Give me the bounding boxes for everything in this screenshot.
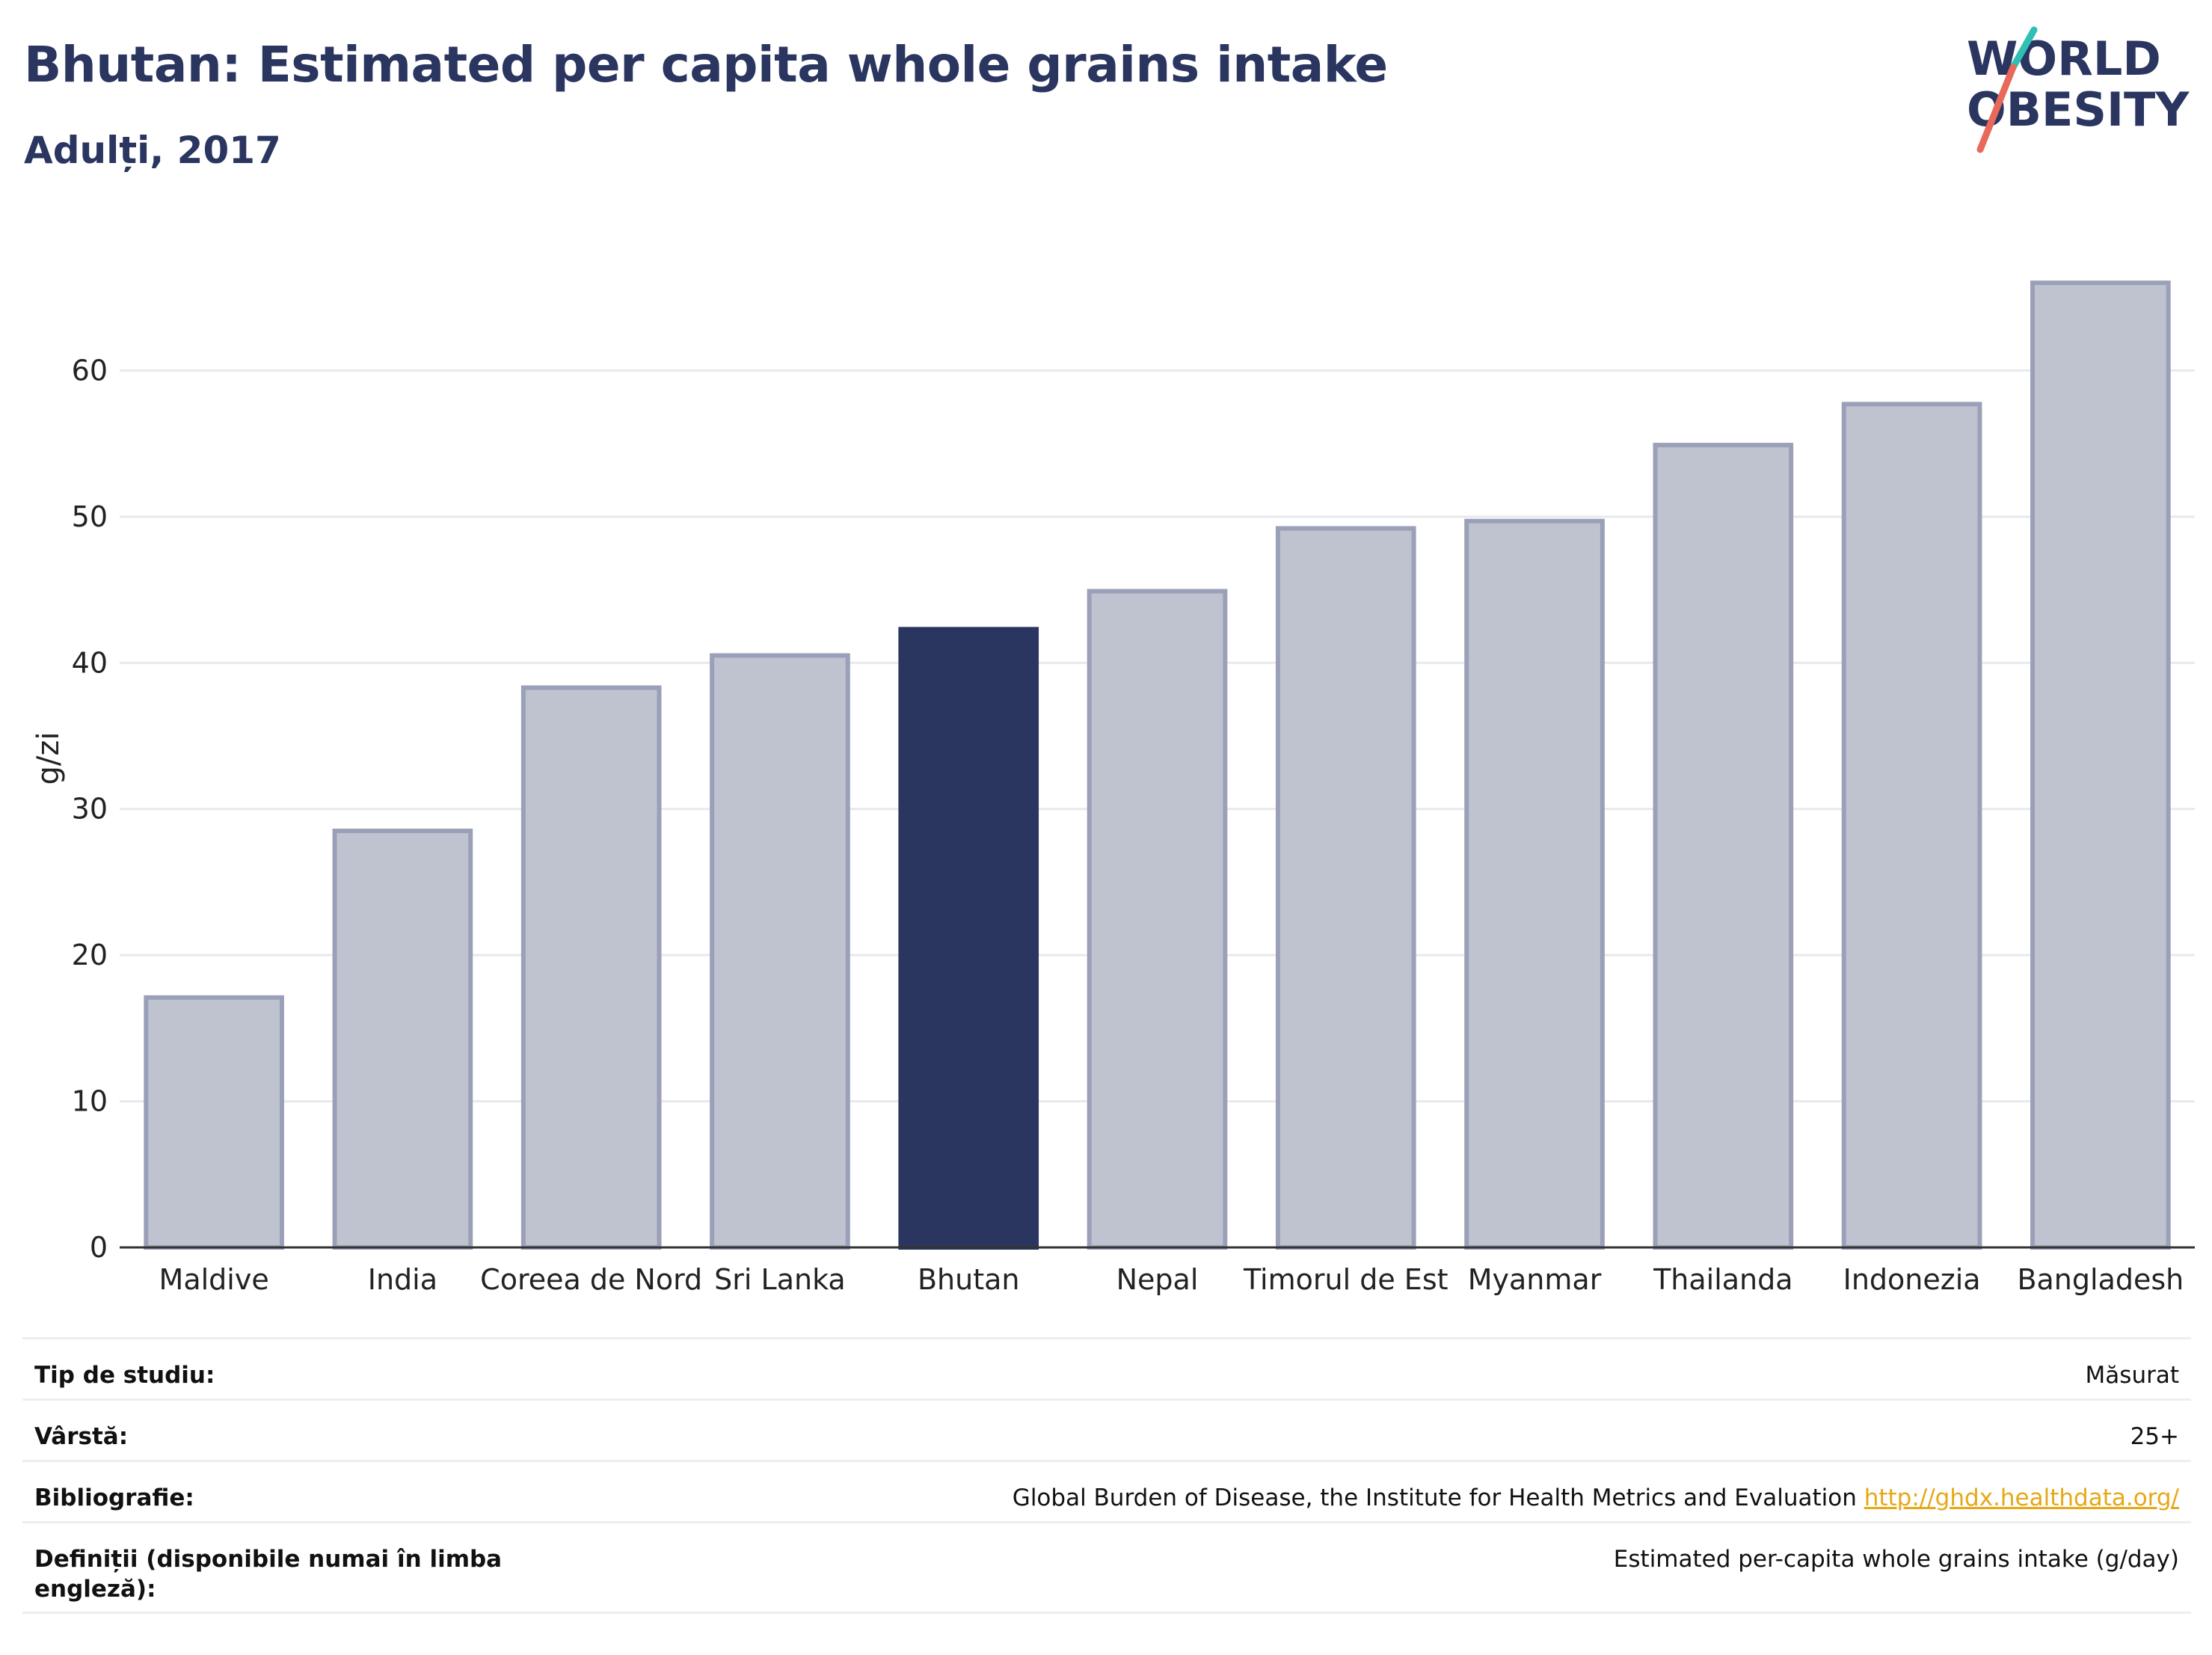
x-tick-label: Thailanda	[1653, 1263, 1792, 1296]
info-key: Bibliografie:	[34, 1484, 194, 1511]
bar-bhutan	[898, 627, 1039, 1250]
x-tick-label: Timorul de Est	[1243, 1263, 1448, 1296]
y-tick-label: 10	[72, 1085, 108, 1118]
bar-myanmar	[1464, 518, 1605, 1250]
bar-bangladesh	[2030, 280, 2171, 1250]
y-tick-label: 60	[72, 354, 108, 387]
x-tick-label: Bhutan	[918, 1263, 1020, 1296]
y-tick-label: 50	[72, 500, 108, 533]
x-tick-label: Maldive	[159, 1263, 269, 1296]
info-row-age: Vârstă: 25+	[22, 1398, 2191, 1460]
info-value: Măsurat	[2085, 1362, 2179, 1389]
x-tick-label: Coreea de Nord	[480, 1263, 702, 1296]
bar-chart: 0 10 20 30 40 50 60 g/zi Maldive India Coreea de N…	[31, 280, 2195, 1296]
bibliography-link[interactable]: http://ghdx.healthdata.org/	[1864, 1484, 2179, 1511]
info-row-study-type: Tip de studiu: Măsurat	[22, 1337, 2191, 1398]
logo-line1: WORLD	[1967, 31, 2161, 86]
x-tick-label: Bangladesh	[2017, 1263, 2184, 1296]
chart-title: Bhutan: Estimated per capita whole grain…	[24, 36, 1388, 93]
bibliography-text: Global Burden of Disease, the Institute …	[1012, 1484, 1857, 1511]
y-tick-label: 30	[72, 793, 108, 826]
bar-thailanda	[1653, 443, 1794, 1250]
info-row-definitions: Definiții (disponibile numai în limba en…	[22, 1521, 2191, 1614]
y-tick-label: 0	[90, 1231, 108, 1264]
info-key: Definiții (disponibile numai în limba en…	[34, 1546, 503, 1603]
y-tick-label: 20	[72, 939, 108, 971]
x-tick-label: Nepal	[1116, 1263, 1199, 1296]
bar-nepal	[1087, 589, 1228, 1250]
x-tick-label: Sri Lanka	[714, 1263, 846, 1296]
info-value: Estimated per-capita whole grains intake…	[1613, 1546, 2179, 1573]
bar-timorul-de-est	[1275, 526, 1416, 1250]
info-row-bibliography: Bibliografie: Global Burden of Disease, …	[22, 1460, 2191, 1521]
y-tick-label: 40	[72, 646, 108, 679]
x-tick-label: Indonezia	[1843, 1263, 1981, 1296]
bar-india	[332, 829, 473, 1250]
bar-indonezia	[1841, 402, 1982, 1250]
bar-sri-lanka	[710, 653, 850, 1250]
x-tick-label: India	[368, 1263, 437, 1296]
world-obesity-logo: WORLD OBESITY	[1944, 22, 2199, 157]
info-value: Global Burden of Disease, the Institute …	[1013, 1462, 2191, 1513]
chart-subtitle: Adulți, 2017	[24, 129, 281, 172]
bar-maldive	[144, 995, 284, 1250]
bar-coreea-de-nord	[520, 685, 662, 1250]
info-value: 25+	[2130, 1423, 2179, 1450]
info-key: Vârstă:	[34, 1423, 129, 1450]
info-key: Tip de studiu:	[34, 1362, 215, 1389]
x-tick-label: Myanmar	[1468, 1263, 1602, 1296]
info-table: Tip de studiu: Măsurat Vârstă: 25+ Bibli…	[22, 1337, 2191, 1614]
y-axis-title: g/zi	[31, 732, 66, 785]
